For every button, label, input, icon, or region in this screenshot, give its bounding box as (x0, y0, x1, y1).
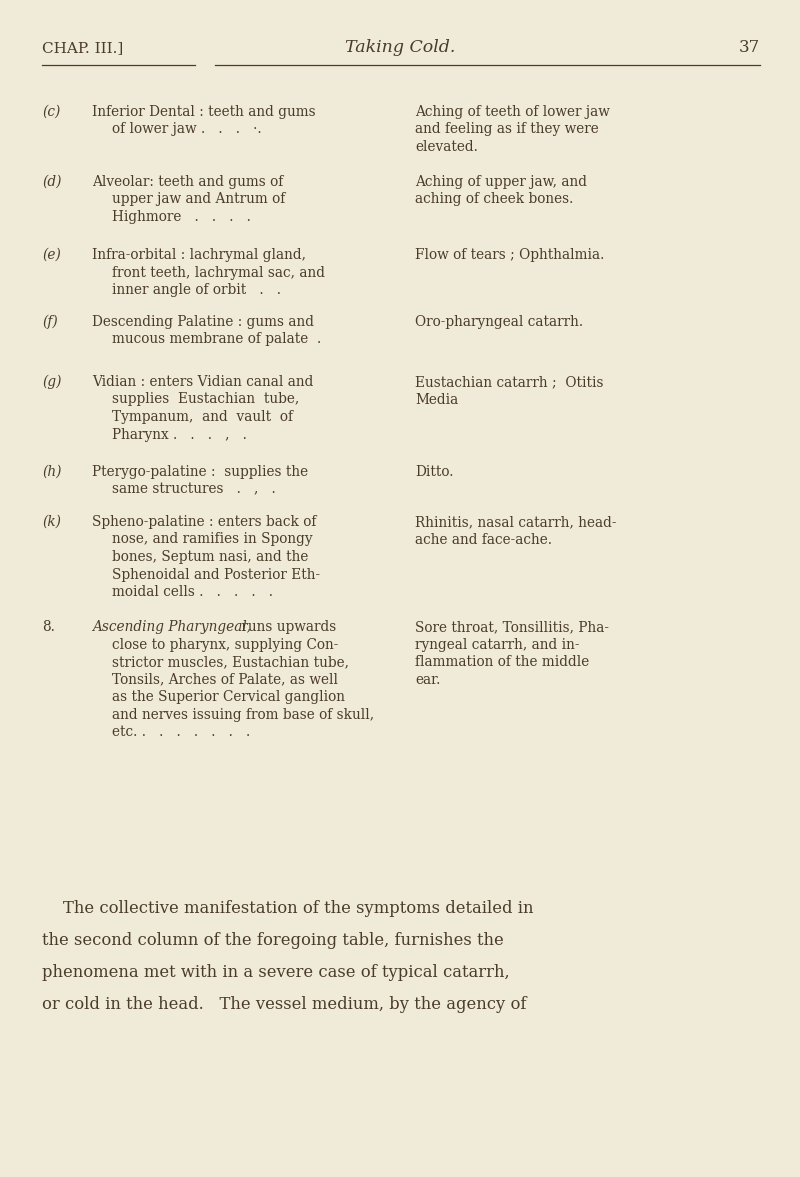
Text: and nerves issuing from base of skull,: and nerves issuing from base of skull, (112, 707, 374, 722)
Text: (k): (k) (42, 516, 61, 528)
Text: ryngeal catarrh, and in-: ryngeal catarrh, and in- (415, 638, 579, 652)
Text: Ditto.: Ditto. (415, 465, 454, 479)
Text: Oro-pharyngeal catarrh.: Oro-pharyngeal catarrh. (415, 315, 583, 330)
Text: Infra-orbital : lachrymal gland,: Infra-orbital : lachrymal gland, (92, 248, 306, 262)
Text: etc. .   .   .   .   .   .   .: etc. . . . . . . . (112, 725, 250, 739)
Text: close to pharynx, supplying Con-: close to pharynx, supplying Con- (112, 638, 338, 652)
Text: (d): (d) (42, 175, 62, 189)
Text: ear.: ear. (415, 672, 440, 686)
Text: Sore throat, Tonsillitis, Pha-: Sore throat, Tonsillitis, Pha- (415, 620, 609, 634)
Text: of lower jaw .   .   .   ·.: of lower jaw . . . ·. (112, 122, 262, 137)
Text: flammation of the middle: flammation of the middle (415, 654, 590, 669)
Text: 8.: 8. (42, 620, 55, 634)
Text: Descending Palatine : gums and: Descending Palatine : gums and (92, 315, 314, 330)
Text: aching of cheek bones.: aching of cheek bones. (415, 193, 574, 206)
Text: nose, and ramifies in Spongy: nose, and ramifies in Spongy (112, 532, 313, 546)
Text: Highmore   .   .   .   .: Highmore . . . . (112, 210, 251, 224)
Text: Spheno-palatine : enters back of: Spheno-palatine : enters back of (92, 516, 316, 528)
Text: Inferior Dental : teeth and gums: Inferior Dental : teeth and gums (92, 105, 316, 119)
Text: Vidian : enters Vidian canal and: Vidian : enters Vidian canal and (92, 375, 314, 390)
Text: Flow of tears ; Ophthalmia.: Flow of tears ; Ophthalmia. (415, 248, 604, 262)
Text: as the Superior Cervical ganglion: as the Superior Cervical ganglion (112, 690, 345, 704)
Text: phenomena met with in a severe case of typical catarrh,: phenomena met with in a severe case of t… (42, 964, 510, 980)
Text: 37: 37 (738, 39, 760, 56)
Text: (h): (h) (42, 465, 62, 479)
Text: front teeth, lachrymal sac, and: front teeth, lachrymal sac, and (112, 266, 325, 279)
Text: CHAP. III.]: CHAP. III.] (42, 41, 123, 55)
Text: Aching of upper jaw, and: Aching of upper jaw, and (415, 175, 587, 189)
Text: bones, Septum nasi, and the: bones, Septum nasi, and the (112, 550, 308, 564)
Text: runs upwards: runs upwards (237, 620, 336, 634)
Text: Tympanum,  and  vault  of: Tympanum, and vault of (112, 410, 293, 424)
Text: Media: Media (415, 392, 458, 406)
Text: The collective manifestation of the symptoms detailed in: The collective manifestation of the symp… (42, 900, 534, 917)
Text: (g): (g) (42, 375, 62, 390)
Text: moidal cells .   .   .   .   .: moidal cells . . . . . (112, 585, 273, 599)
Text: Rhinitis, nasal catarrh, head-: Rhinitis, nasal catarrh, head- (415, 516, 617, 528)
Text: (c): (c) (42, 105, 60, 119)
Text: (f): (f) (42, 315, 58, 330)
Text: Tonsils, Arches of Palate, as well: Tonsils, Arches of Palate, as well (112, 672, 338, 686)
Text: supplies  Eustachian  tube,: supplies Eustachian tube, (112, 392, 299, 406)
Text: Taking Cold.: Taking Cold. (345, 39, 455, 56)
Text: and feeling as if they were: and feeling as if they were (415, 122, 598, 137)
Text: or cold in the head.   The vessel medium, by the agency of: or cold in the head. The vessel medium, … (42, 996, 526, 1013)
Text: upper jaw and Antrum of: upper jaw and Antrum of (112, 193, 286, 206)
Text: Alveolar: teeth and gums of: Alveolar: teeth and gums of (92, 175, 283, 189)
Text: Eustachian catarrh ;  Otitis: Eustachian catarrh ; Otitis (415, 375, 603, 390)
Text: strictor muscles, Eustachian tube,: strictor muscles, Eustachian tube, (112, 654, 349, 669)
Text: Pterygo-palatine :  supplies the: Pterygo-palatine : supplies the (92, 465, 308, 479)
Text: Pharynx .   .   .   ,   .: Pharynx . . . , . (112, 427, 247, 441)
Text: Aching of teeth of lower jaw: Aching of teeth of lower jaw (415, 105, 610, 119)
Text: Ascending Pharyngeal,: Ascending Pharyngeal, (92, 620, 251, 634)
Text: ache and face-ache.: ache and face-ache. (415, 532, 552, 546)
Text: inner angle of orbit   .   .: inner angle of orbit . . (112, 282, 281, 297)
Text: mucous membrane of palate  .: mucous membrane of palate . (112, 332, 322, 346)
Text: (e): (e) (42, 248, 61, 262)
Text: the second column of the foregoing table, furnishes the: the second column of the foregoing table… (42, 932, 504, 949)
Text: same structures   .   ,   .: same structures . , . (112, 483, 276, 497)
Text: Sphenoidal and Posterior Eth-: Sphenoidal and Posterior Eth- (112, 567, 320, 581)
Text: elevated.: elevated. (415, 140, 478, 154)
